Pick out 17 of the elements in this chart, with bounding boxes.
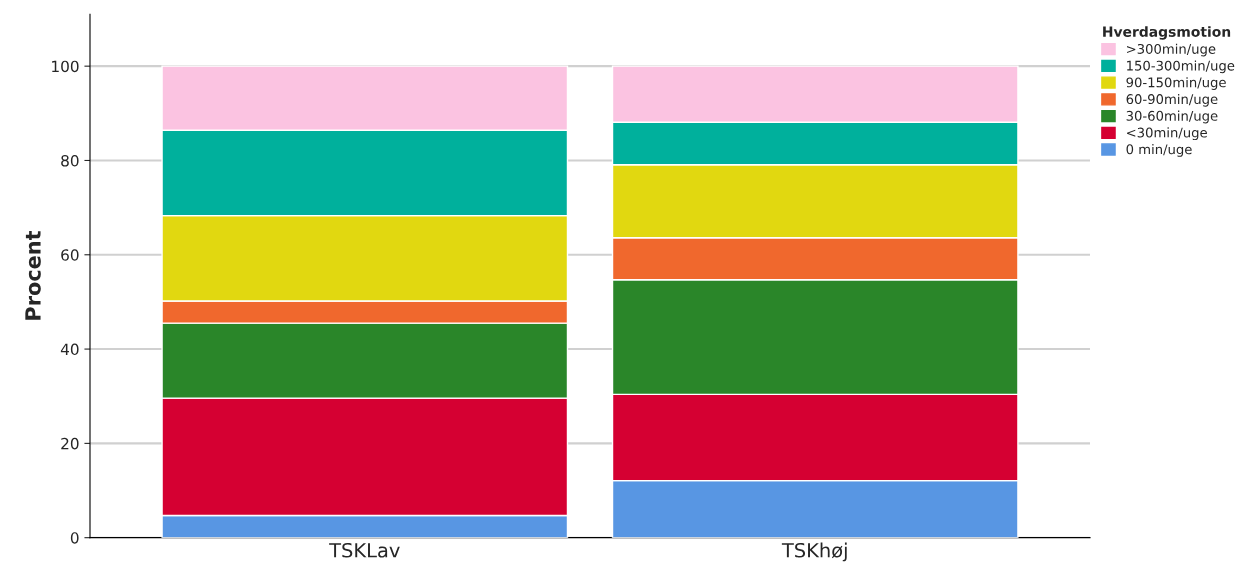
y-tick-label: 0 (70, 532, 79, 544)
y-tick-label: 20 (61, 437, 79, 450)
legend-label: 0 min/uge (1126, 144, 1192, 157)
legend-label: <30min/uge (1127, 127, 1207, 141)
legend-label: 30-60min/uge (1126, 110, 1218, 124)
y-axis-title: Procent (25, 230, 41, 320)
legend-label: 90-150min/uge (1126, 77, 1226, 90)
legend-label: >300min/uge (1127, 43, 1216, 57)
y-tick-label: 80 (61, 154, 79, 167)
legend-title: Hverdagsmotion (1103, 26, 1231, 40)
y-tick-label: 40 (60, 343, 79, 356)
legend-label: 60-90min/uge (1126, 93, 1218, 107)
y-tick-label: 60 (61, 249, 79, 261)
legend-label: 150-300min/uge (1127, 60, 1235, 74)
y-tick-label: 100 (52, 60, 79, 73)
x-tick-label: TSKLav (329, 542, 400, 558)
x-tick-label: TSKhøj (781, 542, 847, 562)
